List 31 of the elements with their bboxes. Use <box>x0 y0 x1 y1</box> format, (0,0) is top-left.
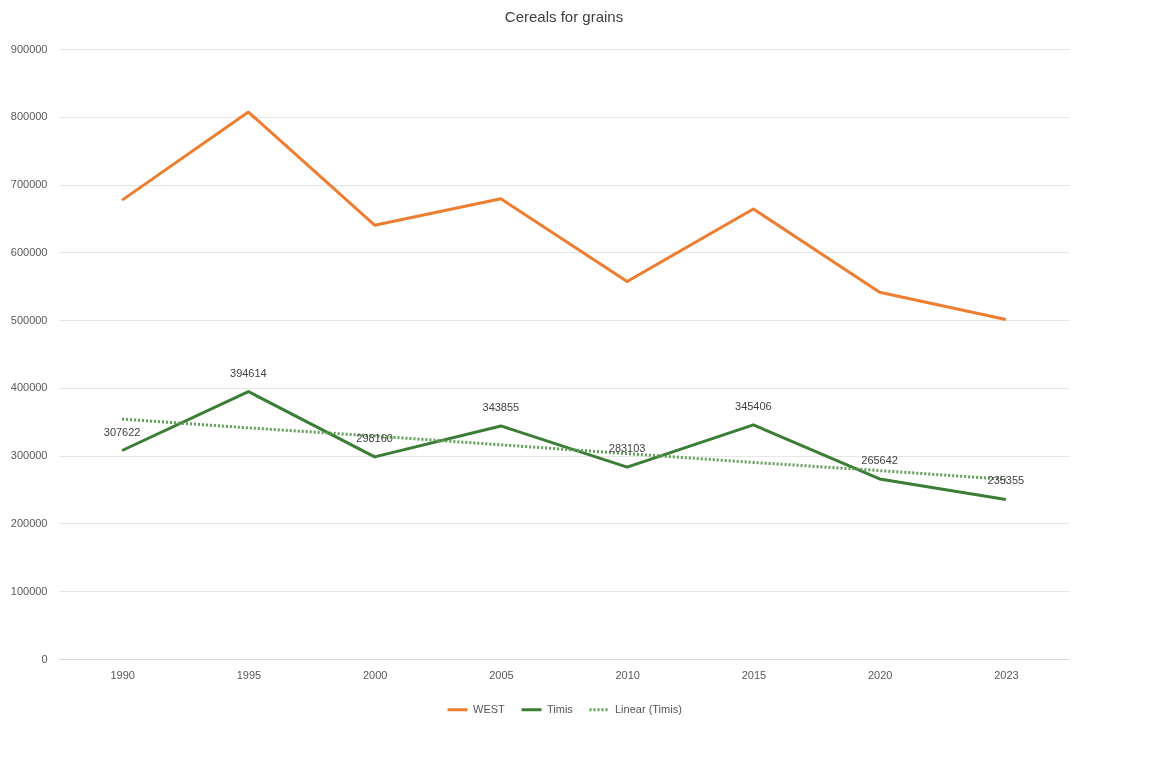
y-tick-label: 400000 <box>10 381 48 394</box>
y-tick-label: 300000 <box>10 449 48 462</box>
legend-label: Timis <box>547 702 574 715</box>
x-tick-label: 2005 <box>489 668 514 681</box>
data-label: 394614 <box>230 366 267 379</box>
legend-label: Linear (Timis) <box>615 702 682 715</box>
x-tick-label: 2020 <box>867 668 893 681</box>
x-tick-label: 1990 <box>110 668 135 681</box>
data-label: 298160 <box>356 431 393 444</box>
data-label: 345406 <box>735 399 772 412</box>
y-tick-label: 700000 <box>10 178 48 191</box>
y-tick-label: 500000 <box>10 313 48 326</box>
x-tick-label: 2023 <box>994 668 1019 681</box>
x-tick-label: 2000 <box>362 668 388 681</box>
y-tick-label: 200000 <box>10 516 48 529</box>
y-tick-label: 100000 <box>10 584 48 597</box>
x-tick-label: 1995 <box>236 668 262 681</box>
data-label: 343855 <box>482 400 520 413</box>
line-series <box>120 110 1008 321</box>
y-tick-label: 800000 <box>10 110 48 123</box>
legend-label: WEST <box>473 702 506 715</box>
chart-title: Cereals for grains <box>504 8 624 25</box>
data-label: 283103 <box>608 442 646 455</box>
data-label: 265642 <box>861 453 898 466</box>
x-tick-label: 2015 <box>741 668 767 681</box>
y-tick-label: 900000 <box>10 42 48 55</box>
y-tick-label: 600000 <box>10 245 48 258</box>
data-label: 235355 <box>987 474 1025 487</box>
x-tick-label: 2010 <box>615 668 640 681</box>
data-label: 307622 <box>103 425 141 438</box>
y-tick-label: 0 <box>41 652 48 665</box>
